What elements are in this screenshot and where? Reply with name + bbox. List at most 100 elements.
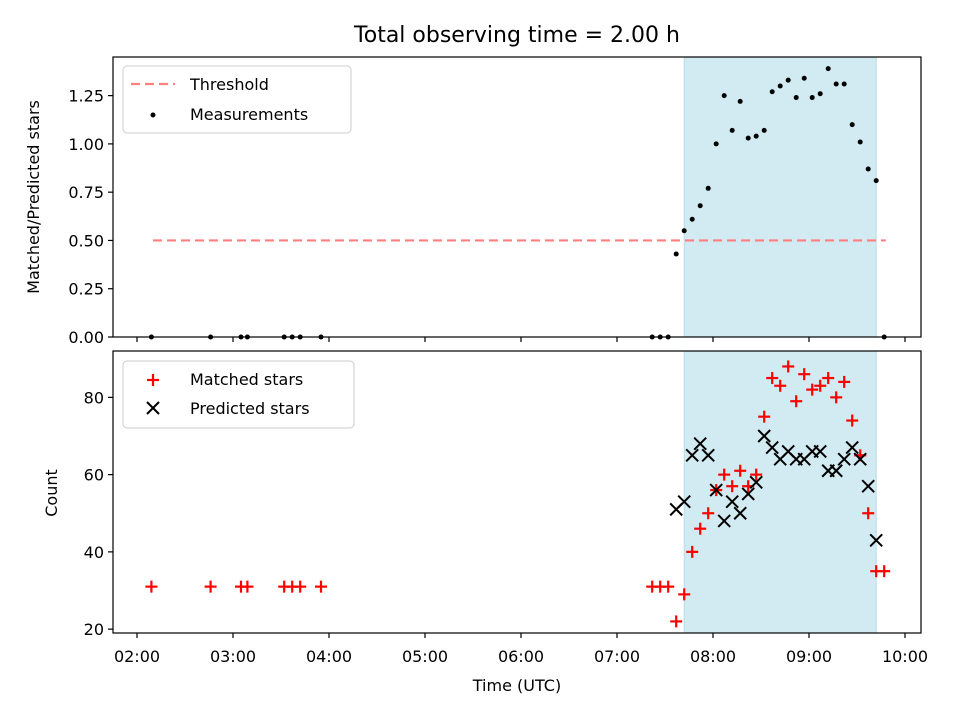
measurement-point xyxy=(777,83,783,89)
top-y-axis-label: Matched/Predicted stars xyxy=(24,100,43,294)
matched-star-point xyxy=(758,410,771,423)
predicted-star-point xyxy=(741,487,755,501)
measurement-point xyxy=(721,93,727,99)
matched-star-point xyxy=(830,391,843,404)
matched-star-point xyxy=(878,565,891,578)
matched-star-point xyxy=(750,468,763,481)
x-tick-label: 10:00 xyxy=(882,647,928,666)
x-stroke xyxy=(693,437,707,451)
bottom-legend-box xyxy=(122,360,355,429)
x-stroke xyxy=(701,448,715,463)
bottom-y-axis-label: Count xyxy=(42,469,61,517)
x-stroke xyxy=(837,452,851,466)
legend-matched-swatch xyxy=(147,374,159,386)
predicted-star-point xyxy=(677,494,691,509)
chart-title: Total observing time = 2.00 h xyxy=(353,23,680,48)
top-y-axis: 0.00 0.25 0.50 0.75 1.00 1.25 xyxy=(68,87,113,347)
matched-star-point xyxy=(718,468,731,481)
matched-star-point xyxy=(734,464,747,477)
measurement-point xyxy=(769,89,775,95)
x-stroke xyxy=(749,475,763,490)
y-tick-label: 1.00 xyxy=(68,135,104,154)
measurement-point xyxy=(793,95,799,101)
x-stroke xyxy=(757,429,771,443)
x-stroke xyxy=(781,444,795,459)
top-panel: 0.00 0.25 0.50 0.75 1.00 1.25 Matched/Predict… xyxy=(24,56,922,347)
x-stroke xyxy=(869,533,883,547)
measurement-point xyxy=(745,135,751,141)
legend-measurements-swatch xyxy=(150,112,156,118)
matched-star-point xyxy=(806,383,819,396)
x-stroke xyxy=(677,494,691,509)
top-x-ticks xyxy=(136,337,906,342)
x-tick-label: 03:00 xyxy=(210,647,256,666)
y-tick-label: 20 xyxy=(84,620,104,639)
measurement-point xyxy=(673,251,679,257)
predicted-star-point xyxy=(685,448,699,463)
measurement-point xyxy=(705,185,711,191)
x-stroke xyxy=(741,487,755,501)
measurement-point xyxy=(809,95,815,101)
x-tick-label: 04:00 xyxy=(306,647,352,666)
predicted-star-point xyxy=(701,448,715,463)
y-tick-label: 0.00 xyxy=(68,328,104,347)
measurement-point xyxy=(833,81,839,87)
top-shaded-span xyxy=(683,56,877,338)
legend-predicted-label: Predicted stars xyxy=(190,399,310,418)
x-stroke xyxy=(685,448,699,463)
matched-star-point xyxy=(670,615,683,628)
x-tick-label: 06:00 xyxy=(498,647,544,666)
x-stroke xyxy=(725,494,739,509)
predicted-star-point xyxy=(853,452,867,466)
y-tick-label: 0.75 xyxy=(68,183,104,202)
matched-star-point xyxy=(686,545,699,558)
matched-star-point xyxy=(822,372,835,385)
x-stroke xyxy=(733,506,747,520)
x-stroke xyxy=(829,464,843,478)
matched-star-point xyxy=(204,580,217,593)
measurement-point xyxy=(825,66,831,72)
predicted-star-point xyxy=(845,440,859,455)
x-stroke xyxy=(709,483,723,497)
matched-star-point xyxy=(766,372,779,385)
measurement-point xyxy=(729,127,735,133)
bottom-x-axis: 02:00 03:00 04:00 05:00 06:00 07:00 08:00 09:00… xyxy=(114,633,928,666)
measurement-point xyxy=(841,81,847,87)
legend-matched-label: Matched stars xyxy=(190,370,303,389)
predicted-star-point xyxy=(837,452,851,466)
measurement-point xyxy=(849,122,855,128)
legend-predicted-swatch xyxy=(146,401,160,415)
predicted-star-point xyxy=(749,475,763,490)
matched-star-point xyxy=(774,379,787,392)
y-tick-label: 80 xyxy=(84,388,104,407)
x-axis-label: Time (UTC) xyxy=(472,676,561,695)
x-stroke xyxy=(765,440,779,455)
legend-measurements-label: Measurements xyxy=(190,105,308,124)
x-stroke xyxy=(717,514,731,528)
bottom-legend: Matched stars Predicted stars xyxy=(122,360,355,429)
matched-star-point xyxy=(145,580,158,593)
y-tick-label: 0.25 xyxy=(68,280,104,299)
predicted-star-point xyxy=(733,506,747,520)
matched-star-point xyxy=(694,522,707,535)
measurement-point xyxy=(681,228,687,234)
measurement-point xyxy=(857,139,863,145)
matched-star-point xyxy=(702,507,715,520)
x-stroke xyxy=(813,444,827,459)
x-tick-label: 09:00 xyxy=(786,647,832,666)
measurement-point xyxy=(785,77,791,83)
top-plot-frame xyxy=(112,56,922,338)
measurement-point xyxy=(873,178,879,184)
matched-star-point xyxy=(838,375,851,388)
matched-star-point xyxy=(294,580,307,593)
matched-star-point xyxy=(782,360,795,373)
matched-star-point xyxy=(814,379,827,392)
predicted-star-point xyxy=(709,483,723,497)
matched-star-point xyxy=(315,580,327,593)
measurement-point xyxy=(761,127,767,133)
x-stroke xyxy=(861,479,875,493)
matched-star-point xyxy=(846,414,859,427)
matched-star-point xyxy=(241,580,254,593)
